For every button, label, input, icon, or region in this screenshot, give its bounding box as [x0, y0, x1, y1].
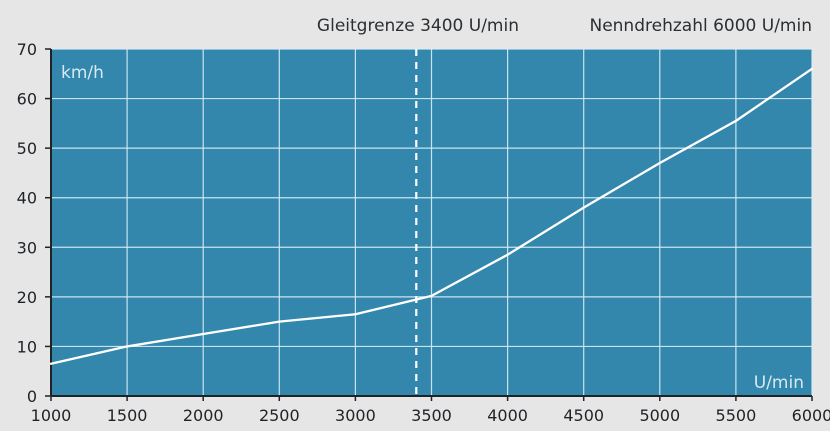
- series-line: [49, 67, 814, 365]
- slip-limit-label: Gleitgrenze 3400 U/min: [317, 16, 519, 36]
- x-tick-label: 5500: [716, 406, 757, 425]
- x-tick-label: 1000: [31, 406, 72, 425]
- y-tick-label: 50: [17, 139, 37, 158]
- tick-labels: 1000 1500 2000 2500 3000 3500 4000 4500 5000 5500…: [17, 40, 830, 425]
- y-tick-label: 0: [27, 387, 37, 406]
- y-tick-label: 60: [17, 90, 37, 109]
- x-tick-label: 3000: [335, 406, 376, 425]
- y-tick-label: 40: [17, 189, 37, 208]
- x-tick-label: 4000: [487, 406, 528, 425]
- y-tick-label: 70: [17, 40, 37, 59]
- x-axis-unit-label: U/min: [754, 373, 804, 393]
- y-tick-label: 30: [17, 238, 37, 257]
- x-tick-label: 2000: [183, 406, 224, 425]
- axes: [45, 48, 813, 401]
- x-tick-label: 3500: [411, 406, 452, 425]
- x-tick-label: 4500: [563, 406, 604, 425]
- x-tick-label: 5000: [639, 406, 680, 425]
- x-tick-label: 6000: [792, 406, 830, 425]
- series-layer: [49, 67, 814, 365]
- rated-speed-label: Nenndrehzahl 6000 U/min: [589, 16, 812, 36]
- y-axis-unit-label: km/h: [61, 63, 104, 83]
- y-tick-label: 20: [17, 288, 37, 307]
- y-tick-label: 10: [17, 337, 37, 356]
- x-tick-label: 2500: [259, 406, 300, 425]
- x-tick-label: 1500: [107, 406, 148, 425]
